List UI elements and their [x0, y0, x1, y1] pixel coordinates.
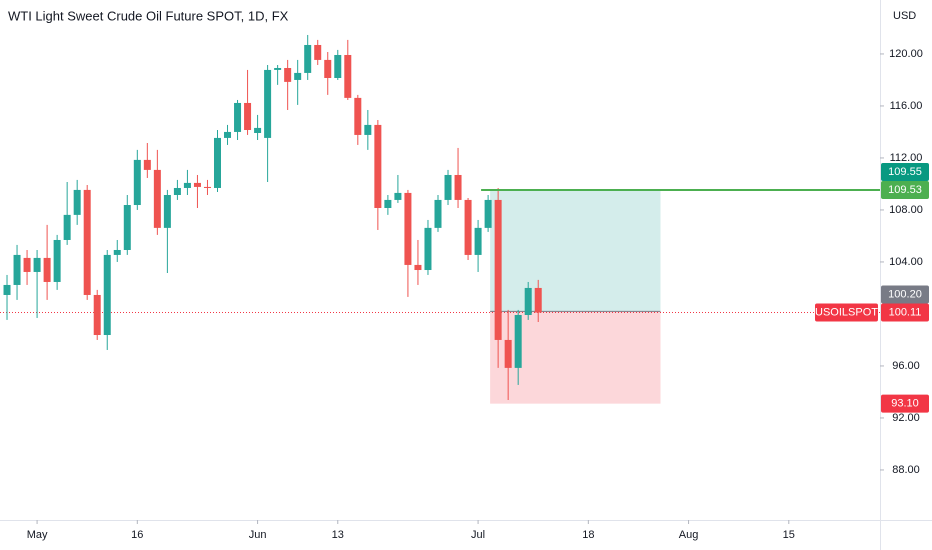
- candle-body: [394, 192, 402, 200]
- candle-body: [294, 72, 302, 80]
- candle-body: [424, 227, 432, 271]
- x-tick-label: May: [27, 529, 48, 541]
- candle-body: [324, 59, 332, 78]
- candle-body: [474, 227, 482, 255]
- candle-body: [123, 205, 131, 250]
- candle-body: [434, 199, 442, 228]
- candle-body: [334, 54, 342, 78]
- y-tick-label: 96.00: [892, 360, 920, 372]
- candle-body: [274, 67, 282, 70]
- candle-body: [504, 339, 512, 368]
- candle-body: [314, 44, 322, 60]
- candle-body: [63, 214, 71, 240]
- y-tick-label: 88.00: [892, 464, 920, 476]
- candle-body: [444, 174, 452, 200]
- symbol-label: USOILSPOT: [815, 306, 878, 318]
- candle-body: [13, 254, 21, 285]
- y-tick-label: 112.00: [890, 152, 923, 164]
- target-label-bg: [881, 163, 929, 182]
- candle-body: [284, 67, 292, 82]
- candle-body: [193, 182, 201, 187]
- hline-label: 109.53: [888, 184, 922, 196]
- candle-body: [484, 199, 492, 228]
- candle-body: [23, 257, 31, 272]
- y-tick-label: 92.00: [892, 412, 920, 424]
- candle-body: [234, 102, 242, 132]
- candle-body: [304, 44, 312, 73]
- candle-body: [224, 131, 232, 138]
- candle-body: [464, 199, 472, 255]
- last-price-label-bg: [881, 303, 929, 322]
- candle-body: [264, 69, 272, 138]
- candle-body: [364, 124, 372, 135]
- candle-body: [454, 174, 462, 200]
- candle-body: [183, 182, 191, 188]
- entry-label-bg: [881, 285, 929, 304]
- candle-body: [414, 264, 422, 271]
- stop-label-bg: [881, 394, 929, 413]
- candle-body: [133, 159, 141, 206]
- stop-label: 93.10: [891, 398, 919, 410]
- candle-body: [33, 257, 41, 272]
- x-tick-label: 13: [332, 529, 344, 541]
- currency-label: USD: [893, 10, 916, 22]
- candle-body: [103, 254, 111, 336]
- candle-body: [534, 287, 542, 313]
- target-label: 109.55: [888, 166, 922, 178]
- y-tick-label: 104.00: [889, 256, 923, 268]
- candle-body: [494, 199, 502, 340]
- candle-body: [354, 97, 362, 135]
- hline-label-bg: [881, 181, 929, 200]
- chart-title: WTI Light Sweet Crude Oil Future SPOT, 1…: [8, 8, 289, 23]
- candle-body: [73, 189, 81, 215]
- x-tick-label: Aug: [679, 529, 699, 541]
- x-tick-label: Jun: [249, 529, 267, 541]
- candle-body: [244, 102, 252, 130]
- candle-body: [173, 187, 181, 195]
- candle-body: [53, 239, 61, 282]
- candle-body: [83, 189, 91, 295]
- candle-body: [213, 137, 221, 188]
- candle-body: [404, 192, 412, 265]
- x-tick-label: 15: [783, 529, 795, 541]
- x-tick-label: 16: [131, 529, 143, 541]
- profit-zone: [490, 189, 661, 312]
- x-tick-label: 18: [582, 529, 594, 541]
- candle-body: [254, 127, 262, 133]
- candle-body: [43, 257, 51, 282]
- candle-body: [163, 195, 171, 228]
- candle-body: [374, 124, 382, 208]
- candle-body: [3, 284, 11, 295]
- symbol-label-bg: [815, 303, 878, 322]
- x-tick-label: Jul: [471, 529, 485, 541]
- candle-body: [344, 54, 352, 98]
- candle-body: [113, 249, 121, 255]
- candle-body: [153, 169, 161, 228]
- y-tick-label: 108.00: [889, 204, 923, 216]
- y-tick-label: 120.00: [889, 48, 923, 60]
- candle-body: [524, 287, 532, 315]
- candle-body: [514, 314, 522, 368]
- candle-body: [203, 186, 211, 188]
- entry-label: 100.20: [888, 288, 922, 300]
- y-tick-label: 116.00: [890, 100, 923, 112]
- candle-body: [143, 159, 151, 170]
- candle-body: [384, 199, 392, 208]
- candle-body: [93, 294, 101, 336]
- last-price-label: 100.11: [889, 306, 922, 318]
